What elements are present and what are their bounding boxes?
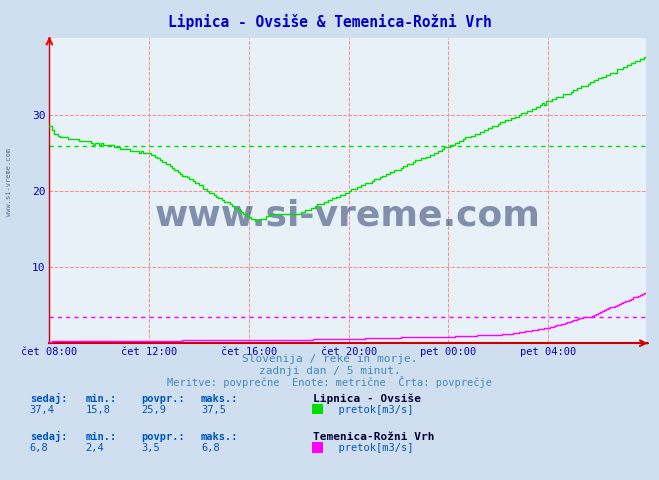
Text: povpr.:: povpr.: <box>142 394 185 404</box>
Text: Temenica-Rožni Vrh: Temenica-Rožni Vrh <box>313 432 434 442</box>
Text: Lipnica - Ovsiše & Temenica-Rožni Vrh: Lipnica - Ovsiše & Temenica-Rožni Vrh <box>167 13 492 30</box>
Text: 6,8: 6,8 <box>201 443 219 453</box>
Text: maks.:: maks.: <box>201 432 239 442</box>
Text: 37,5: 37,5 <box>201 405 226 415</box>
Text: povpr.:: povpr.: <box>142 432 185 442</box>
Text: www.si-vreme.com: www.si-vreme.com <box>5 148 12 216</box>
Text: zadnji dan / 5 minut.: zadnji dan / 5 minut. <box>258 366 401 376</box>
Text: 2,4: 2,4 <box>86 443 104 453</box>
Text: pretok[m3/s]: pretok[m3/s] <box>326 405 413 415</box>
Text: Meritve: povprečne  Enote: metrične  Črta: povprečje: Meritve: povprečne Enote: metrične Črta:… <box>167 376 492 388</box>
Text: Lipnica - Ovsiše: Lipnica - Ovsiše <box>313 393 421 404</box>
Text: 25,9: 25,9 <box>142 405 167 415</box>
Text: 6,8: 6,8 <box>30 443 48 453</box>
Text: 15,8: 15,8 <box>86 405 111 415</box>
Text: pretok[m3/s]: pretok[m3/s] <box>326 443 413 453</box>
Text: 3,5: 3,5 <box>142 443 160 453</box>
Text: maks.:: maks.: <box>201 394 239 404</box>
Text: min.:: min.: <box>86 432 117 442</box>
Text: 37,4: 37,4 <box>30 405 55 415</box>
Text: min.:: min.: <box>86 394 117 404</box>
Text: sedaj:: sedaj: <box>30 431 67 442</box>
Text: Slovenija / reke in morje.: Slovenija / reke in morje. <box>242 354 417 364</box>
Text: www.si-vreme.com: www.si-vreme.com <box>155 198 540 232</box>
Text: sedaj:: sedaj: <box>30 393 67 404</box>
